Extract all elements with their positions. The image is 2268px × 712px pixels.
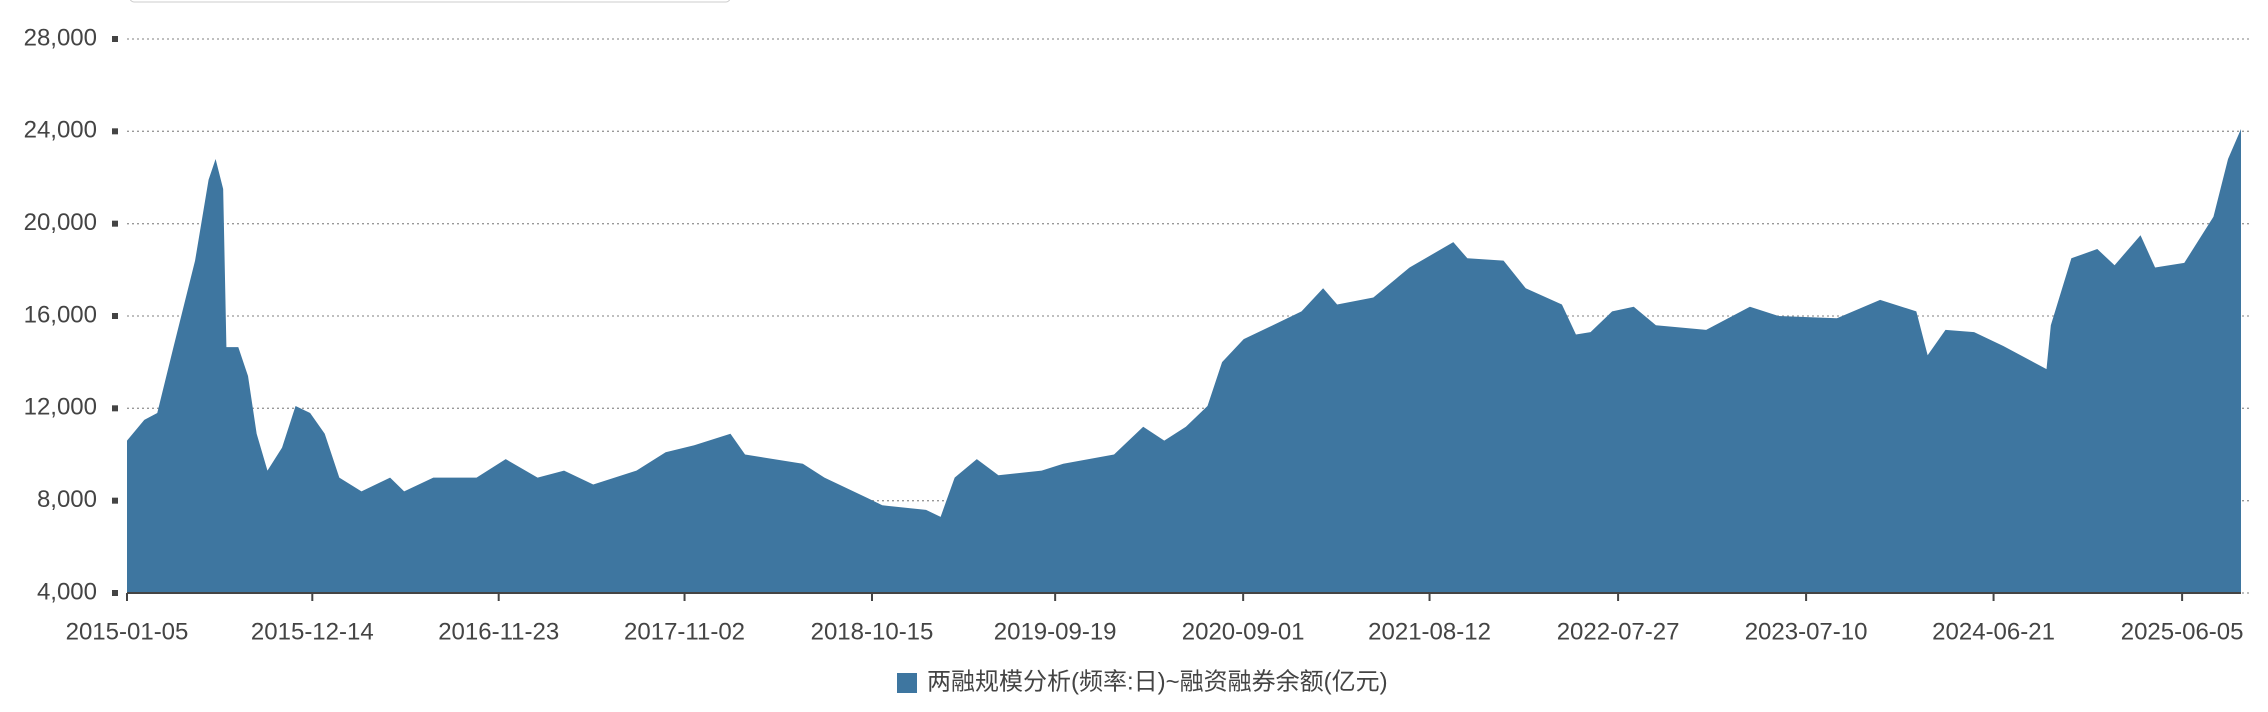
y-tick-label: 28,000 [24,24,97,51]
y-tick-mark [112,405,118,412]
toolbar-edge [129,0,731,3]
y-tick-mark [112,36,118,42]
legend-swatch [897,673,917,693]
y-tick-mark [112,497,118,504]
y-tick-mark [112,590,118,596]
area [127,129,2241,593]
x-tick-label: 2017-11-02 [624,618,745,645]
x-tick-label: 2023-07-10 [1745,618,1868,645]
y-tick-mark [112,128,118,135]
y-tick-label: 20,000 [24,209,97,236]
x-tick-label: 2025-06-05 [2121,618,2244,645]
x-tick-label: 2016-11-23 [438,618,559,645]
y-tick-label: 8,000 [37,486,97,513]
legend-label: 两融规模分析(频率:日)~融资融券余额(亿元) [927,668,1388,695]
x-tick-label: 2015-01-05 [66,618,189,645]
y-tick-mark [112,313,118,319]
y-tick-label: 24,000 [24,117,97,144]
y-tick-mark [112,220,118,227]
y-tick-label: 4,000 [37,578,97,605]
y-tick-label: 12,000 [24,394,97,421]
x-tick-label: 2021-08-12 [1368,618,1491,645]
x-tick-label: 2022-07-27 [1557,618,1680,645]
x-tick-label: 2020-09-01 [1182,618,1305,645]
x-tick-label: 2018-10-15 [811,618,934,645]
x-tick-label: 2024-06-21 [1932,618,2055,645]
x-tick-label: 2019-09-19 [994,618,1117,645]
x-tick-label: 2015-12-14 [251,618,374,645]
y-tick-label: 16,000 [24,301,97,328]
